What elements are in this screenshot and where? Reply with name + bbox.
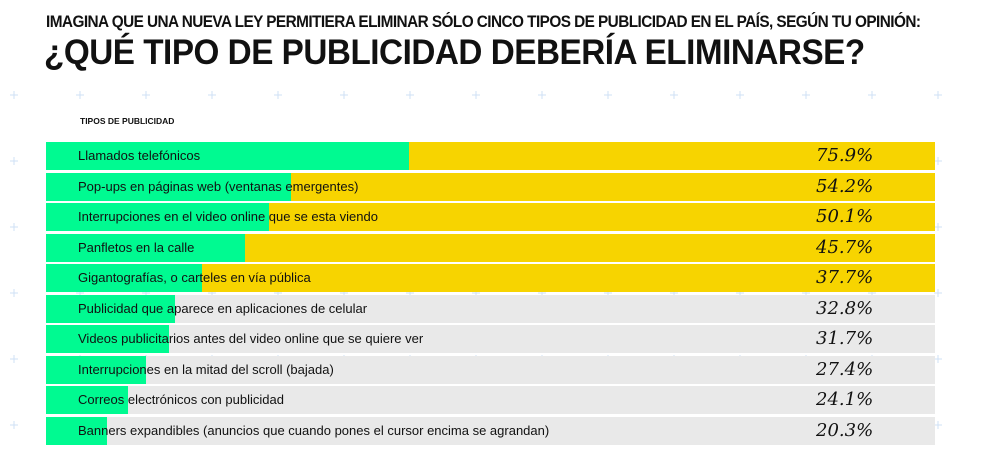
plus-mark [406,91,414,99]
plus-mark [736,91,744,99]
bar-value-fill [46,386,128,414]
plus-mark [538,91,546,99]
plus-mark [142,91,150,99]
plus-mark [10,223,18,231]
value-label: 20.3% [816,419,874,441]
bar-value-fill [46,416,108,445]
value-label: 31.7% [816,328,874,349]
category-label: Panfletos en la calle [78,239,195,255]
bar-value-fill [46,325,170,353]
bar-row: Llamados telefónicos 75.9% [46,142,935,170]
plus-mark [934,421,942,429]
plus-mark [10,289,18,297]
plus-mark [340,91,348,99]
chart-subtitle: IMAGINA QUE UNA NUEVA LEY PERMITIERA ELI… [46,13,921,31]
plus-mark [76,91,84,99]
category-label: Llamados telefónicos [78,148,201,163]
bar-row: Pop-ups en páginas web (ventanas emergen… [46,172,935,201]
bar-value-fill [46,172,292,201]
plus-mark [868,91,876,99]
bar-row: Videos publicitarios antes del video onl… [46,325,935,353]
plus-mark [934,223,942,231]
value-label: 75.9% [816,145,874,166]
category-label: Interrupciones en la mitad del scroll (b… [78,361,334,377]
category-label: Correos electrónicos con publicidad [78,392,284,407]
bar-row: Panfletos en la calle 45.7% [46,233,935,262]
bar-value-fill [46,264,202,292]
plus-mark [10,355,18,363]
plus-mark [10,157,18,165]
value-label: 50.1% [816,206,874,227]
bar-row: Correos electrónicos con publicidad 24.1% [46,386,935,414]
category-label: Interrupciones en el video online que se… [78,209,378,224]
bar-value-fill [46,142,410,170]
plus-mark [604,91,612,99]
bar-row: Publicidad que aparece en aplicaciones d… [46,294,935,323]
bar-value-fill [46,233,246,262]
plus-mark [472,91,480,99]
plus-mark [10,91,18,99]
category-label: Gigantografías, o carteles en vía públic… [78,270,311,285]
plus-mark [934,91,942,99]
value-label: 45.7% [816,236,874,258]
category-label: Pop-ups en páginas web (ventanas emergen… [78,178,359,194]
category-label: Videos publicitarios antes del video onl… [78,331,424,346]
bar-row: Gigantografías, o carteles en vía públic… [46,264,935,292]
value-label: 54.2% [816,175,874,197]
category-axis-label: TIPOS DE PUBLICIDAD [80,116,175,126]
bar-value-fill [46,355,146,384]
plus-mark [802,91,810,99]
value-label: 32.8% [816,297,874,319]
plus-mark [274,91,282,99]
bar-row: Interrupciones en el video online que se… [46,203,935,231]
chart-title: ¿QUÉ TIPO DE PUBLICIDAD DEBERÍA ELIMINAR… [44,33,865,72]
plus-mark [208,91,216,99]
bar-value-fill [46,294,176,323]
category-label: Banners expandibles (anuncios que cuando… [78,422,550,438]
bar-row: Interrupciones en la mitad del scroll (b… [46,355,935,384]
category-label: Publicidad que aparece en aplicaciones d… [78,300,368,316]
plus-mark [934,289,942,297]
plus-mark [10,421,18,429]
value-label: 24.1% [816,389,874,410]
bar-row: Banners expandibles (anuncios que cuando… [46,416,935,445]
plus-mark [670,91,678,99]
value-label: 37.7% [816,267,874,288]
plus-mark [934,157,942,165]
plus-mark [934,355,942,363]
value-label: 27.4% [816,358,874,380]
bar-value-fill [46,203,270,231]
